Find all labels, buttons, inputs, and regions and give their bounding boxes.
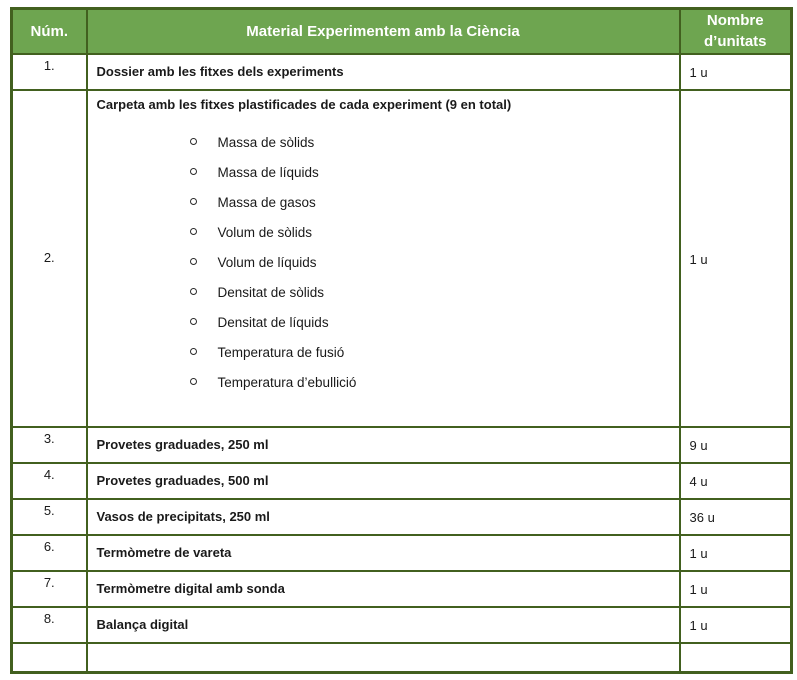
material-name: Carpeta amb les fitxes plastificades de … (96, 96, 512, 112)
table-row: 7. Termòmetre digital amb sonda 1 u (10, 569, 793, 608)
units-value: 1 u (678, 569, 793, 608)
list-item-label: Densitat de sòlids (217, 284, 325, 300)
circle-bullet-icon (189, 287, 197, 295)
units-value: 1 u (678, 533, 793, 572)
row-number: 1. (10, 52, 88, 91)
row-number: 6. (10, 533, 88, 572)
table-row: 3. Provetes graduades, 250 ml 9 u (10, 425, 793, 464)
circle-bullet-icon (189, 377, 197, 385)
units-cell (678, 641, 793, 673)
material-name: Balança digital (85, 605, 681, 644)
list-item: Densitat de sòlids (97, 284, 673, 314)
list-item: Massa de gasos (97, 194, 673, 224)
units-value: 1 u (678, 88, 793, 428)
units-value: 36 u (678, 497, 793, 536)
material-name: Provetes graduades, 500 ml (85, 461, 681, 500)
table-row: 4. Provetes graduades, 500 ml 4 u (10, 461, 793, 500)
list-item-label: Temperatura de fusió (217, 344, 345, 360)
list-item-label: Temperatura d’ebullició (217, 374, 357, 390)
circle-bullet-icon (189, 137, 197, 145)
material-name: Termòmetre digital amb sonda (85, 569, 681, 608)
circle-bullet-icon (189, 347, 197, 355)
row-number: 8. (10, 605, 88, 644)
list-item: Massa de sòlids (97, 134, 673, 164)
header-units: Nombre d’unitats (678, 7, 793, 55)
list-item: Massa de líquids (97, 164, 673, 194)
row-number: 7. (10, 569, 88, 608)
material-name: Provetes graduades, 250 ml (85, 425, 681, 464)
material-cell (85, 641, 681, 673)
units-value: 1 u (678, 52, 793, 91)
list-item: Temperatura d’ebullició (97, 374, 673, 404)
list-item-label: Volum de líquids (217, 254, 317, 270)
units-value: 4 u (678, 461, 793, 500)
table-row: 6. Termòmetre de vareta 1 u (10, 533, 793, 572)
list-item: Volum de líquids (97, 254, 673, 284)
header-num: Núm. (10, 7, 88, 55)
material-name: Termòmetre de vareta (85, 533, 681, 572)
list-item-label: Volum de sòlids (217, 224, 313, 240)
circle-bullet-icon (189, 317, 197, 325)
list-item: Densitat de líquids (97, 314, 673, 344)
units-value: 9 u (678, 425, 793, 464)
row-number: 2. (10, 88, 88, 428)
list-item: Volum de sòlids (97, 224, 673, 254)
material-name: Dossier amb les fitxes dels experiments (85, 52, 681, 91)
circle-bullet-icon (189, 167, 197, 175)
units-value: 1 u (678, 605, 793, 644)
circle-bullet-icon (189, 257, 197, 265)
table-row: 1. Dossier amb les fitxes dels experimen… (10, 52, 793, 91)
list-item-label: Densitat de líquids (217, 314, 329, 330)
list-item: Temperatura de fusió (97, 344, 673, 374)
materials-table: Núm. Material Experimentem amb la Ciènci… (10, 7, 793, 674)
table-row: 2. Carpeta amb les fitxes plastificades … (10, 88, 793, 428)
row-number: 3. (10, 425, 88, 464)
list-item-label: Massa de sòlids (217, 134, 315, 150)
table-header-row: Núm. Material Experimentem amb la Ciènci… (10, 7, 793, 55)
circle-bullet-icon (189, 197, 197, 205)
table-row: 8. Balança digital 1 u (10, 605, 793, 644)
material-cell: Carpeta amb les fitxes plastificades de … (85, 88, 681, 428)
circle-bullet-icon (189, 227, 197, 235)
row-number: 4. (10, 461, 88, 500)
experiment-list: Massa de sòlids Massa de líquids Massa d… (97, 134, 673, 404)
table-row-partial (10, 641, 793, 673)
material-name: Vasos de precipitats, 250 ml (85, 497, 681, 536)
row-number: 5. (10, 497, 88, 536)
table-row: 5. Vasos de precipitats, 250 ml 36 u (10, 497, 793, 536)
row-number (10, 641, 88, 673)
header-material: Material Experimentem amb la Ciència (85, 7, 681, 55)
list-item-label: Massa de líquids (217, 164, 319, 180)
list-item-label: Massa de gasos (217, 194, 316, 210)
